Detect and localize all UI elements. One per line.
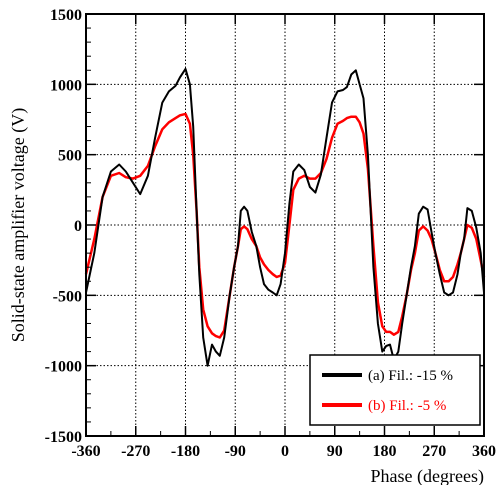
legend: (a) Fil.: -15 % (b) Fil.: -5 % [309,354,481,426]
y-tick-label: -500 [53,288,82,305]
x-tick-label: 270 [422,443,446,460]
y-tick-label: 500 [58,148,82,165]
y-tick-label: -1000 [45,359,82,376]
x-tick-label: -180 [171,443,200,460]
tick-labels: -360 -270 -180 -90 0 90 180 270 360 -1500 -1000 -50… [45,7,496,460]
x-axis-title: Phase (degrees) [371,466,484,485]
legend-label-b: (b) Fil.: -5 % [368,398,446,414]
x-tick-label: -270 [121,443,150,460]
grid-lines [86,14,484,436]
y-axis-title: Solid-state amplifier voltage (V) [8,108,29,342]
series-line-b [84,112,486,339]
x-tick-label: -90 [225,443,246,460]
legend-box [309,354,481,426]
y-tick-label: 1500 [50,7,82,24]
legend-label-a: (a) Fil.: -15 % [368,368,453,384]
series-line-a [85,67,485,367]
y-tick-label: 1000 [50,77,82,94]
y-tick-label: -1500 [45,429,82,446]
x-tick-label: -360 [71,443,100,460]
x-tick-label: 0 [281,443,289,460]
x-tick-label: 360 [472,443,496,460]
series-lines [84,67,486,367]
x-tick-label: 90 [327,443,343,460]
x-tick-label: 180 [373,443,397,460]
y-tick-label: 0 [74,218,82,235]
